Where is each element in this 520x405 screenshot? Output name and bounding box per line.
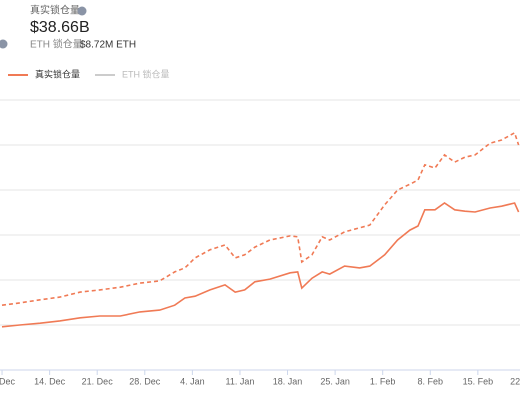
x-tick-label: 14. Dec: [34, 376, 66, 386]
x-tick-label: 8. Feb: [418, 376, 444, 386]
line-series: [1, 202, 520, 328]
help-icon[interactable]: [77, 6, 87, 16]
eth-value: $8.72M ETH: [80, 40, 136, 51]
x-tick-label: 28. Dec: [129, 376, 161, 386]
x-tick-label: 25. Jan: [320, 376, 350, 386]
header-label: 真实锁仓量: [30, 4, 80, 17]
line-series: [1, 131, 520, 306]
x-tick-label: 4. Jan: [180, 376, 205, 386]
x-tick-label: 7. Dec: [0, 376, 16, 386]
x-tick-label: 21. Dec: [82, 376, 114, 386]
x-tick-label: 15. Feb: [463, 376, 494, 386]
header-value: $38.66B: [30, 19, 90, 36]
eth-label: ETH 锁仓量: [30, 38, 83, 51]
help-icon[interactable]: [0, 39, 8, 49]
x-tick-label: 11. Jan: [226, 376, 255, 386]
x-tick-label: 18. Jan: [273, 376, 303, 386]
legend-label[interactable]: 真实锁仓量: [35, 68, 80, 79]
x-tick-label: 22. Feb: [510, 376, 520, 386]
x-tick-label: 1. Feb: [370, 376, 396, 386]
legend-label[interactable]: ETH 锁仓量: [122, 68, 170, 79]
